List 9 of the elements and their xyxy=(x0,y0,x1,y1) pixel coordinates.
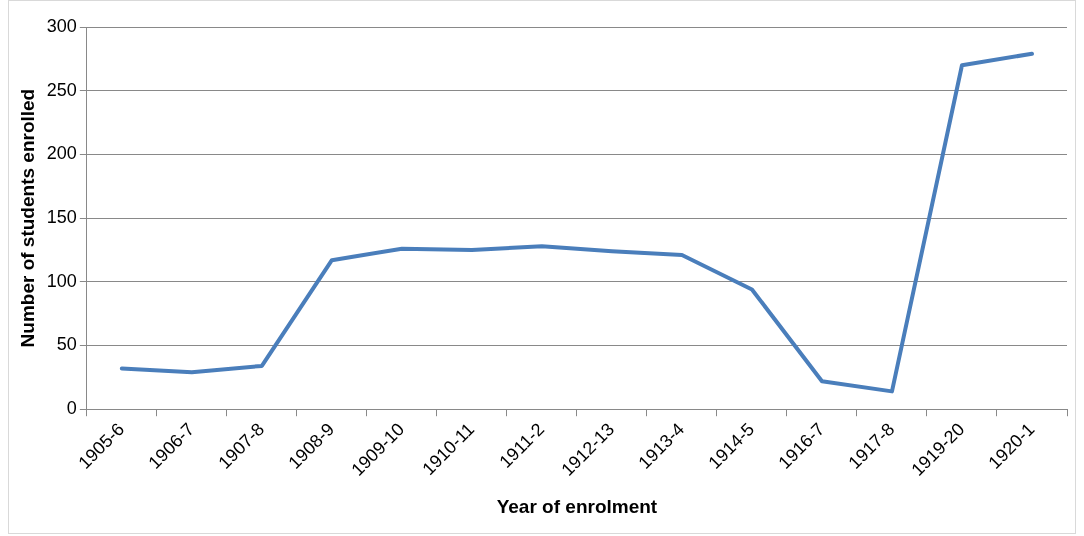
y-axis-title: Number of students enrolled xyxy=(16,88,38,348)
y-tick-label: 300 xyxy=(46,15,77,36)
y-tick-label: 100 xyxy=(46,270,77,291)
y-tick-label: 250 xyxy=(46,79,77,100)
y-tick-label: 50 xyxy=(56,334,77,355)
y-tick-label: 150 xyxy=(46,207,77,228)
y-tick-label: 200 xyxy=(46,143,77,164)
y-tick-label: 0 xyxy=(66,398,77,419)
x-axis-title: Year of enrolment xyxy=(496,495,658,517)
